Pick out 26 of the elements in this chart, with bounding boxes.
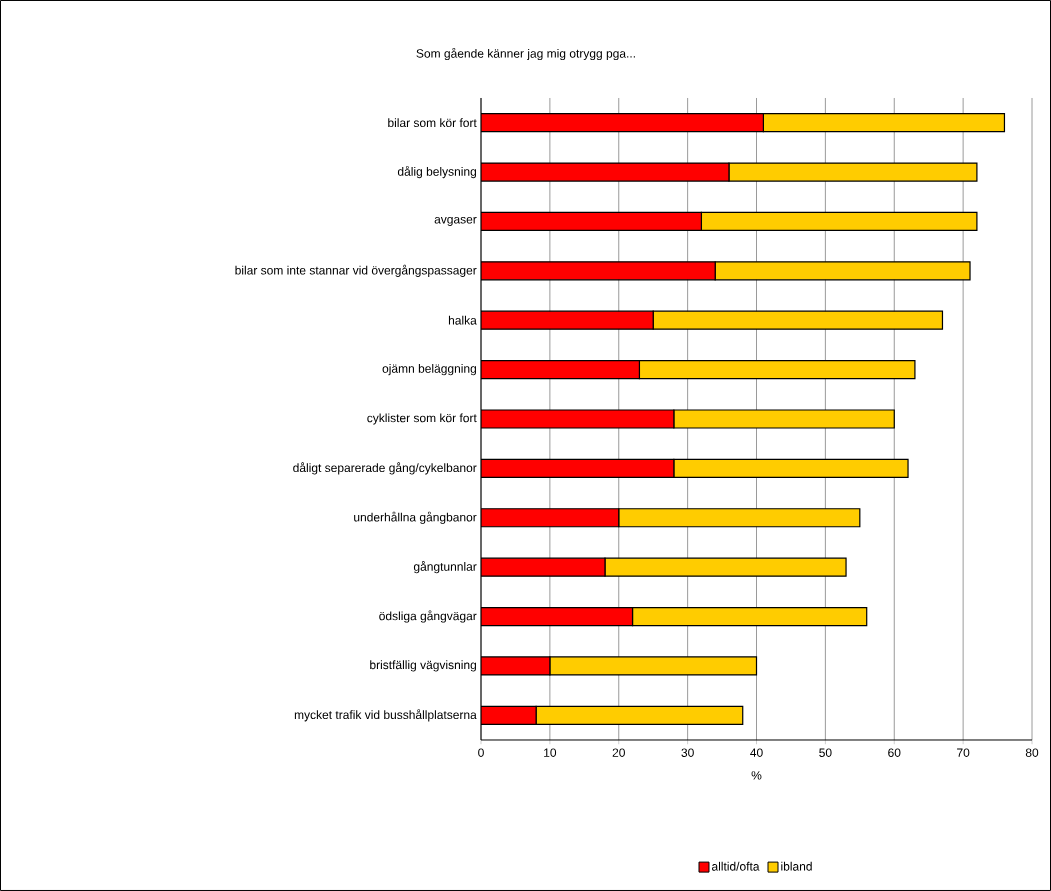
y-tick-label: gångtunnlar <box>413 561 477 574</box>
y-tick-label: ödsliga gångvägar <box>379 610 477 623</box>
legend-label: alltid/ofta <box>712 861 760 871</box>
x-tick-label: 70 <box>957 748 970 757</box>
y-tick-label: halka <box>448 315 477 325</box>
x-tick-label: 30 <box>681 748 694 757</box>
y-tick-label: cyklister som kör fort <box>367 413 477 425</box>
x-tick-label: 0 <box>478 748 484 757</box>
y-tick-label: avgaser <box>434 216 477 226</box>
x-tick-label: 20 <box>612 748 625 757</box>
y-tick-label: underhållna gångbanor <box>354 511 477 524</box>
x-tick-label: 60 <box>888 748 901 757</box>
y-tick-label: dåligt separerade gång/cykelbanor <box>293 462 477 475</box>
x-axis-title: % <box>751 771 762 780</box>
chart-title: Som gående känner jag mig otrygg pga... <box>416 47 635 61</box>
y-tick-label: bilar som inte stannar vid övergångspassager <box>235 264 477 277</box>
y-tick-label: ojämn beläggning <box>382 364 477 376</box>
x-tick-label: 50 <box>819 748 832 757</box>
x-tick-label: 10 <box>544 748 557 757</box>
legend-label: ibland <box>781 861 812 871</box>
x-tick-label: 80 <box>1025 748 1039 757</box>
y-tick-label: bilar som kör fort <box>388 118 477 128</box>
y-tick-label: mycket trafik vid busshållplatserna <box>294 709 477 722</box>
y-tick-label: dålig belysning <box>397 165 477 179</box>
y-tick-label: bristfällig vägvisning <box>370 660 477 672</box>
x-tick-label: 40 <box>750 748 763 757</box>
